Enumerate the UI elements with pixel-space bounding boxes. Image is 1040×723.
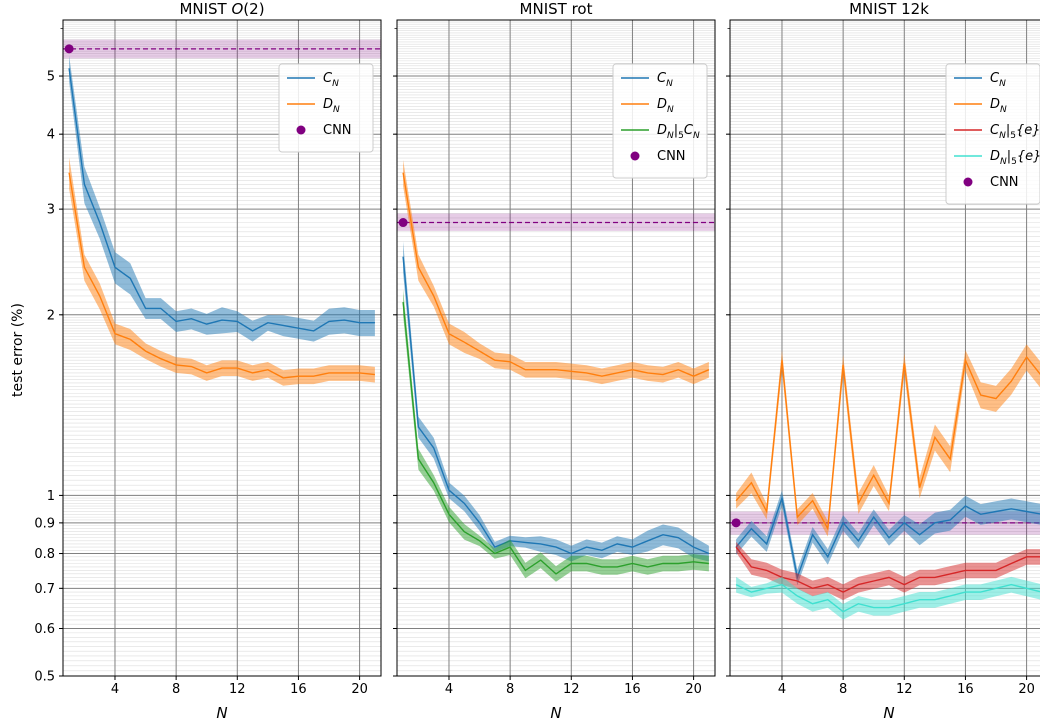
legend-label: CNN bbox=[657, 149, 686, 164]
x-tick-label: 4 bbox=[445, 682, 453, 697]
series-line-1 bbox=[402, 256, 710, 555]
x-axis-label: N bbox=[216, 704, 227, 722]
y-tick-label: 1 bbox=[47, 489, 55, 504]
y-tick-label: 0.5 bbox=[34, 670, 55, 685]
legend-label: DN|5CN bbox=[657, 123, 700, 141]
legend bbox=[945, 63, 1040, 205]
series-band-1 bbox=[736, 490, 1040, 586]
cnn-point bbox=[731, 518, 741, 528]
y-tick-label: 0.9 bbox=[34, 516, 55, 531]
x-tick-label: 8 bbox=[506, 682, 514, 697]
chart-title: MNIST O(2) bbox=[179, 0, 264, 18]
series-line-2 bbox=[735, 355, 1040, 532]
x-tick-label: 16 bbox=[624, 682, 641, 697]
legend-label: CNN bbox=[990, 175, 1019, 190]
chart-panel-3: 4 8 12 16 20 MNIST 12k N CN DN CN|5{e} DN|5{e} CNN bbox=[726, 0, 1040, 722]
x-tick-label: 4 bbox=[111, 682, 119, 697]
y-tick-label: 4 bbox=[47, 128, 55, 143]
legend-marker bbox=[630, 151, 640, 161]
legend-label: CN bbox=[323, 71, 339, 89]
legend-label: DN|5{e} bbox=[990, 149, 1040, 167]
y-tick-label: 0.6 bbox=[34, 622, 55, 637]
legend-marker bbox=[296, 125, 306, 135]
plot-frame bbox=[62, 19, 382, 677]
plot-frame bbox=[396, 19, 716, 677]
series-line-2 bbox=[68, 172, 375, 379]
legend-label: CN bbox=[990, 71, 1006, 89]
legend-label: DN bbox=[657, 97, 674, 115]
series-band-2 bbox=[736, 344, 1040, 537]
x-tick-label: 20 bbox=[351, 682, 368, 697]
plot-area bbox=[730, 20, 1040, 676]
series-line-1 bbox=[735, 495, 1040, 581]
series-line-3 bbox=[402, 302, 709, 575]
y-tick-label: 2 bbox=[47, 308, 55, 323]
plot-area bbox=[397, 20, 715, 676]
series-line-2 bbox=[402, 172, 710, 377]
x-tick-label: 20 bbox=[685, 682, 702, 697]
legend-label: CN|5{e} bbox=[990, 123, 1040, 141]
x-tick-label: 8 bbox=[172, 682, 180, 697]
y-tick-label: 5 bbox=[47, 70, 55, 85]
series-line-4 bbox=[735, 583, 1040, 613]
series-band-3 bbox=[736, 541, 1040, 600]
chart-title: MNIST rot bbox=[520, 0, 593, 18]
x-tick-label: 8 bbox=[839, 682, 847, 697]
series-band-1 bbox=[403, 241, 709, 562]
cnn-point bbox=[398, 218, 408, 228]
x-tick-label: 16 bbox=[290, 682, 307, 697]
figure-ylabel: test error (%) bbox=[10, 303, 26, 397]
legend-label: DN bbox=[323, 97, 340, 115]
y-tick-label: 3 bbox=[47, 203, 55, 218]
chart-title: MNIST 12k bbox=[849, 0, 929, 18]
x-axis-label: N bbox=[883, 704, 894, 722]
series-line-3 bbox=[735, 546, 1040, 593]
x-tick-label: 4 bbox=[778, 682, 786, 697]
x-tick-label: 12 bbox=[563, 682, 580, 697]
chart-panel-2: 4 8 12 16 20 MNIST rot N CN DN DN|5CN CNN bbox=[393, 0, 716, 722]
x-axis-label: N bbox=[550, 704, 561, 722]
series-band-1 bbox=[69, 55, 375, 342]
plot-frame bbox=[729, 19, 1040, 677]
y-tick-label: 0.7 bbox=[34, 582, 55, 597]
series-line-1 bbox=[68, 68, 375, 332]
legend-label: CNN bbox=[323, 123, 352, 138]
cnn-band bbox=[397, 213, 715, 231]
legend-marker bbox=[963, 177, 973, 187]
x-tick-label: 20 bbox=[1018, 682, 1035, 697]
legend-label: DN bbox=[990, 97, 1007, 115]
legend-label: CN bbox=[657, 71, 673, 89]
y-tick-label: 0.8 bbox=[34, 547, 55, 562]
x-tick-label: 12 bbox=[896, 682, 913, 697]
x-tick-label: 16 bbox=[957, 682, 974, 697]
series-band-4 bbox=[736, 576, 1040, 620]
legend bbox=[612, 63, 708, 179]
x-tick-label: 12 bbox=[229, 682, 246, 697]
cnn-point bbox=[64, 44, 74, 54]
cnn-band bbox=[63, 39, 381, 59]
